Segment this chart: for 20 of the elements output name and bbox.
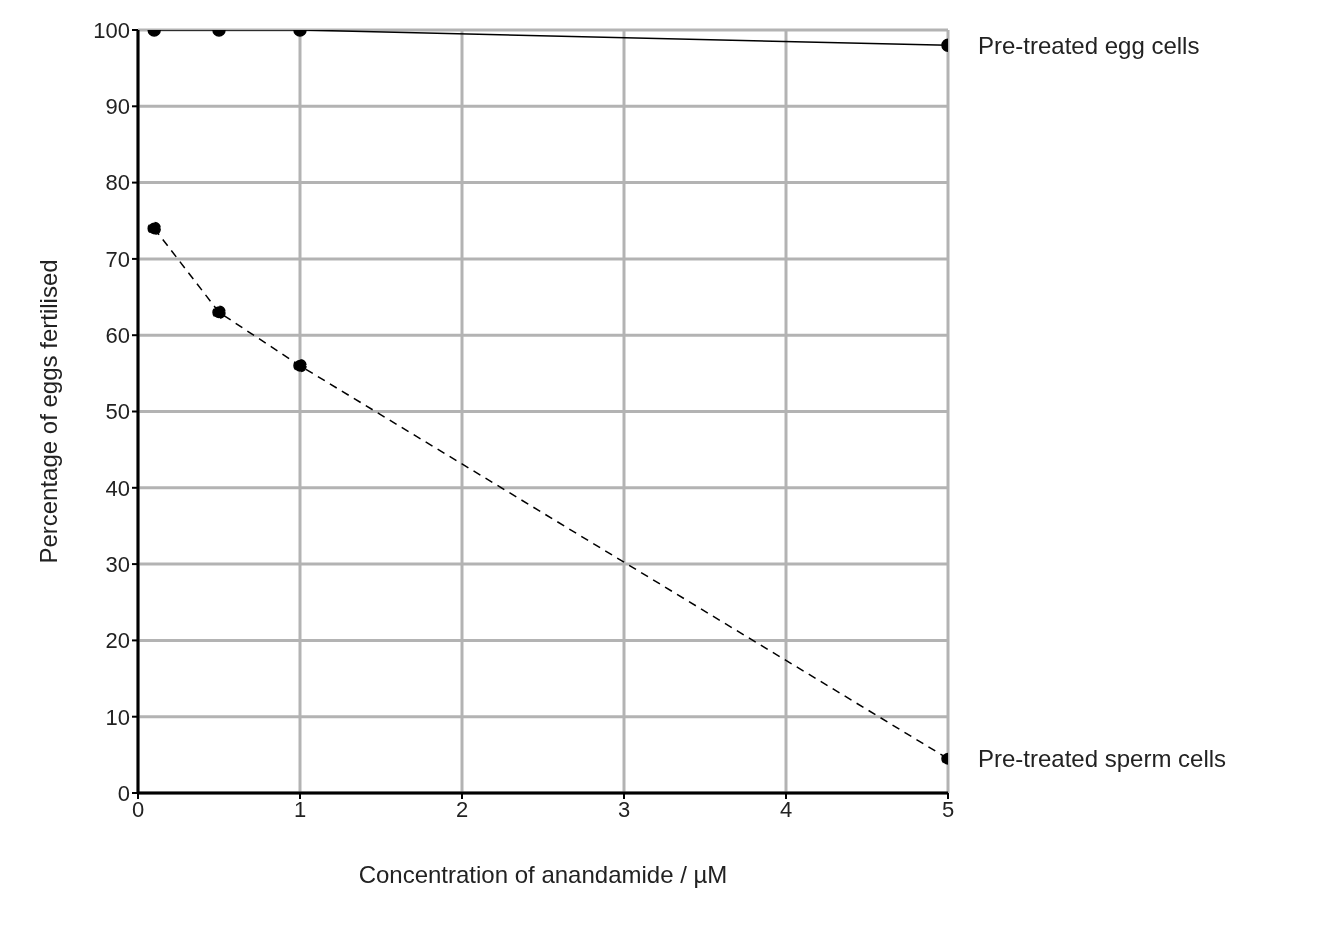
x-axis-title: Concentration of anandamide / µM — [358, 861, 728, 888]
y-tick-label: 0 — [117, 780, 130, 806]
y-tick-label: 30 — [105, 551, 130, 577]
series-label: Pre-treated egg cells — [978, 31, 1200, 59]
y-tick-label: 90 — [105, 94, 130, 120]
x-tick-label: 4 — [779, 796, 793, 822]
y-tick-label: 100 — [93, 17, 130, 43]
x-tick-label: 3 — [617, 796, 631, 822]
series-label: Pre-treated sperm cells — [978, 745, 1227, 773]
y-tick-label: 40 — [105, 475, 130, 501]
y-tick-label: 80 — [105, 170, 130, 196]
x-tick-label: 5 — [941, 796, 955, 822]
y-axis-title: Percentage of eggs fertilised — [34, 259, 62, 564]
y-tick-label: 10 — [105, 704, 130, 730]
y-tick-label: 50 — [105, 399, 130, 425]
x-tick-label: 2 — [455, 796, 469, 822]
y-tick-label: 60 — [105, 323, 130, 349]
y-tick-label: 20 — [105, 628, 130, 654]
y-tick-label: 70 — [105, 246, 130, 272]
x-tick-label: 1 — [293, 796, 307, 822]
